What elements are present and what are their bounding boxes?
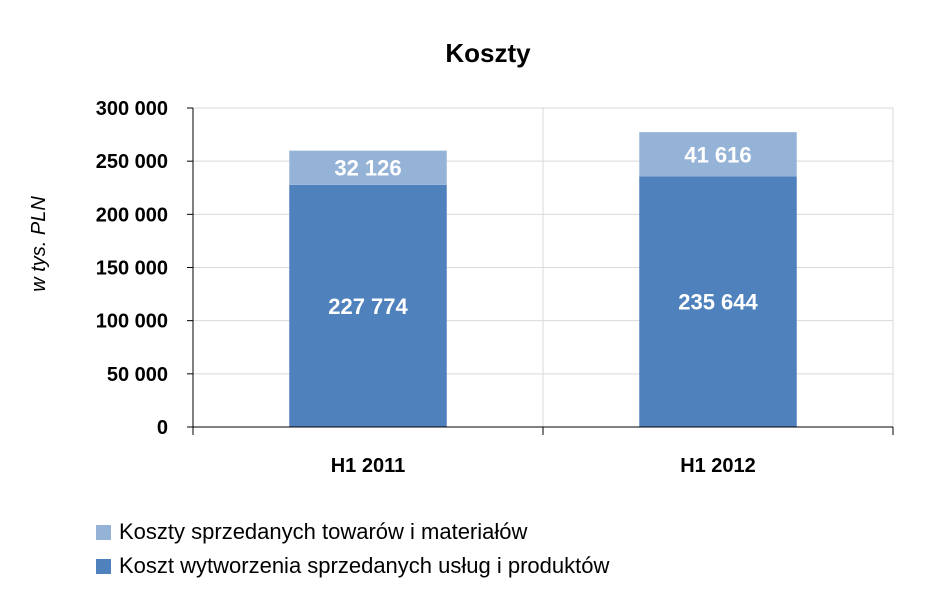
- legend-swatch: [96, 558, 111, 574]
- x-tick-label: H1 2012: [680, 455, 756, 477]
- y-tick-label: 0: [157, 417, 168, 439]
- data-label: 235 644: [678, 290, 758, 315]
- data-label: 41 616: [684, 142, 751, 167]
- y-tick-label: 100 000: [96, 311, 168, 333]
- legend: Koszty sprzedanych towarów i materiałów K…: [96, 515, 609, 583]
- legend-item: Koszty sprzedanych towarów i materiałów: [96, 515, 609, 549]
- axes: 0 50 000 100 000 150 000 200 000 250 000 300 0…: [96, 98, 894, 477]
- y-tick-label: 300 000: [96, 98, 168, 120]
- y-tick-label: 250 000: [96, 151, 168, 173]
- bar-segment: [289, 150, 447, 185]
- legend-label: Koszt wytworzenia sprzedanych usług i pr…: [119, 553, 610, 578]
- bar-segment: [289, 184, 447, 427]
- y-tick-label: 200 000: [96, 204, 168, 226]
- x-tick-label: H1 2011: [331, 455, 406, 477]
- legend-item: Koszt wytworzenia sprzedanych usług i pr…: [96, 549, 609, 583]
- bars: 227 774 32 126 235 644 41 616: [289, 132, 797, 427]
- data-label: 32 126: [334, 156, 401, 181]
- y-tick-label: 50 000: [107, 364, 168, 386]
- y-axis-title: w tys. PLN: [28, 196, 50, 292]
- bar-segment: [639, 132, 797, 177]
- legend-swatch: [96, 524, 111, 540]
- chart-title: Koszty: [445, 38, 531, 68]
- y-tick-label: 150 000: [96, 258, 168, 280]
- legend-label: Koszty sprzedanych towarów i materiałów: [119, 519, 528, 544]
- bar-segment: [639, 176, 797, 427]
- data-label: 227 774: [328, 294, 408, 319]
